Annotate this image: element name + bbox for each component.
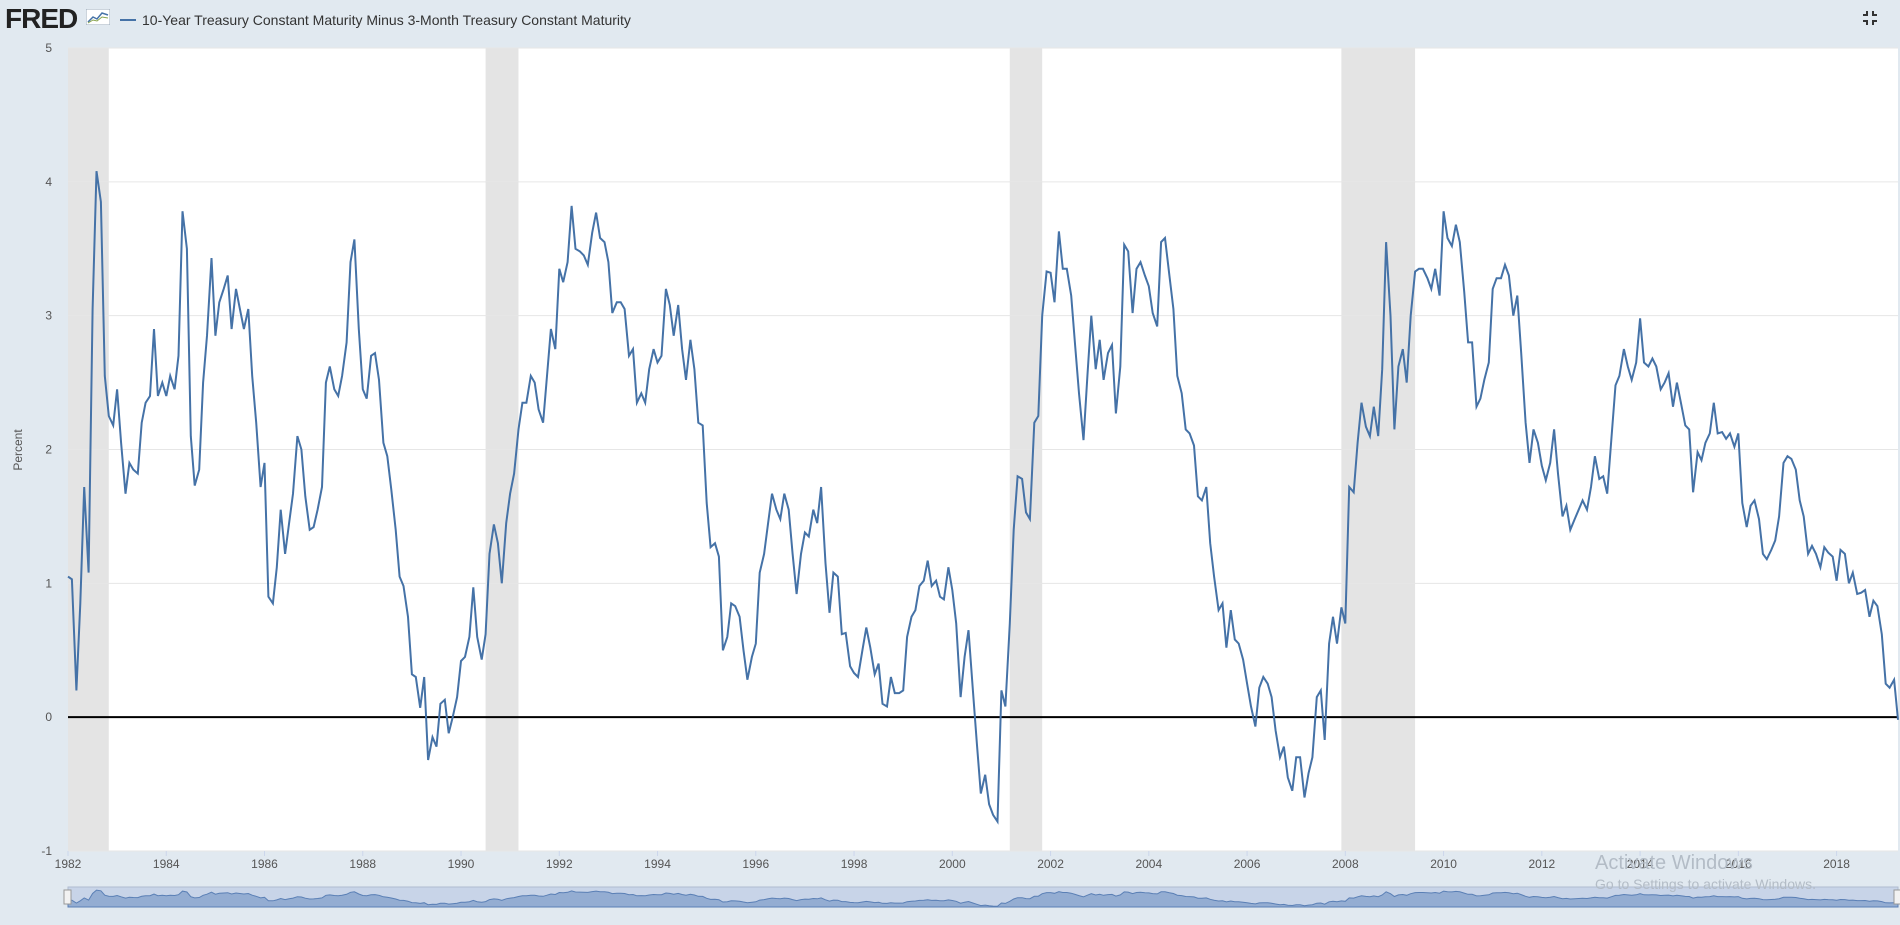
navigator-handle-left[interactable] (63, 889, 72, 905)
series-line[interactable] (67, 170, 1899, 825)
x-tick-label: 1986 (251, 857, 278, 871)
fred-graph-icon (86, 9, 110, 25)
x-tick-label: 2006 (1234, 857, 1261, 871)
x-tick-label: 2008 (1332, 857, 1359, 871)
x-tick-label: 2004 (1135, 857, 1162, 871)
x-tick-label: 2018 (1823, 857, 1850, 871)
gridlines (68, 47, 1898, 852)
y-axis-ticks: -1 0 1 2 3 4 5 (41, 41, 52, 858)
x-tick-label: 2016 (1725, 857, 1752, 871)
x-tick-label: 2014 (1627, 857, 1654, 871)
x-tick-label: 1992 (546, 857, 573, 871)
x-tick-label: 2002 (1037, 857, 1064, 871)
chart-header: FRED 10-Year Treasury Constant Maturity … (0, 0, 1900, 40)
chart-legend[interactable]: 10-Year Treasury Constant Maturity Minus… (120, 12, 631, 28)
x-tick-label: 1982 (55, 857, 82, 871)
navigator-area (67, 889, 1899, 908)
y-tick-label: 2 (45, 443, 52, 457)
legend-swatch (120, 19, 136, 21)
x-tick-label: 1996 (742, 857, 769, 871)
y-axis-title: Percent (11, 429, 25, 471)
y-tick-label: 0 (45, 710, 52, 724)
fred-logo[interactable]: FRED (5, 3, 78, 34)
navigator-handle-right[interactable] (1893, 889, 1900, 905)
fullscreen-icon[interactable] (1862, 10, 1878, 26)
x-tick-label: 2012 (1528, 857, 1555, 871)
x-tick-label: 1998 (841, 857, 868, 871)
x-tick-label: 1984 (153, 857, 180, 871)
x-tick-label: 2000 (939, 857, 966, 871)
activate-windows-watermark: Activate Windows (1595, 852, 1753, 874)
y-tick-label: 4 (45, 175, 52, 189)
x-tick-label: 1988 (349, 857, 376, 871)
x-tick-label: 1990 (448, 857, 475, 871)
y-tick-label: 1 (45, 576, 52, 590)
y-tick-label: 3 (45, 309, 52, 323)
x-axis-ticks: 1982 1984 1986 1988 1990 1992 1994 1996 1998 2000… (55, 851, 1850, 871)
activate-windows-subtext: Go to Settings to activate Windows. (1595, 876, 1816, 892)
series-title: 10-Year Treasury Constant Maturity Minus… (142, 12, 631, 28)
x-tick-label: 1994 (644, 857, 671, 871)
range-navigator[interactable] (63, 886, 1900, 908)
y-tick-label: 5 (45, 41, 52, 55)
y-tick-label: -1 (41, 844, 52, 858)
x-tick-label: 2010 (1430, 857, 1457, 871)
